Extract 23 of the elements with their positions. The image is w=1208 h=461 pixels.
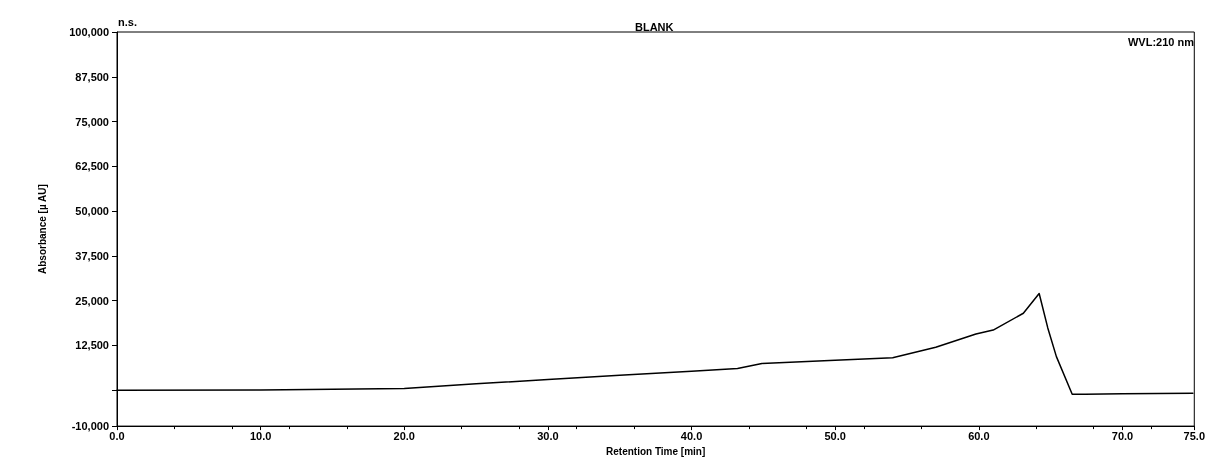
y-axis-title: Absorbance [µ AU] — [36, 184, 48, 274]
y-tick-label: 50,000 — [75, 205, 109, 218]
x-tick-label: 75.0 — [1183, 429, 1206, 442]
x-tick-label: 10.0 — [249, 429, 272, 442]
chart-title: BLANK — [635, 20, 674, 33]
y-tick-label: 100,000 — [69, 26, 109, 38]
x-axis-title: Retention Time [min] — [606, 445, 706, 457]
y-tick-label: 12,500 — [75, 339, 109, 352]
annotation: WVL:210 nm — [1127, 35, 1195, 48]
y-tick-label: 25,000 — [75, 294, 109, 307]
y-tick-label: 37,500 — [75, 249, 109, 262]
x-tick-label: 20.0 — [393, 429, 415, 442]
x-tick-label: 40.0 — [680, 429, 703, 442]
x-tick-label: 30.0 — [537, 429, 559, 442]
x-tick-label: 60.0 — [968, 429, 990, 442]
y-tick-label: 62,500 — [75, 160, 109, 173]
x-tick-label: 0.0 — [109, 429, 125, 442]
y-tick-label: -10,000 — [71, 420, 109, 433]
y-tick-label: 87,500 — [75, 70, 109, 83]
x-tick-label: 50.0 — [824, 429, 846, 442]
text: n.s. — [118, 15, 137, 28]
x-tick-label: 70.0 — [1111, 429, 1134, 442]
y-tick-label: 75,000 — [75, 115, 109, 128]
